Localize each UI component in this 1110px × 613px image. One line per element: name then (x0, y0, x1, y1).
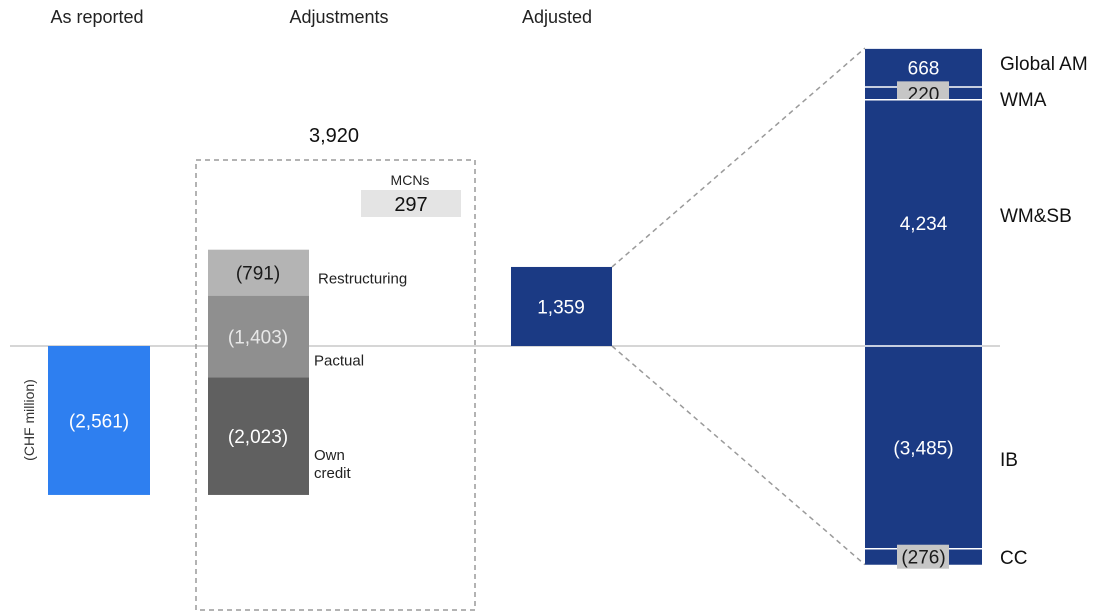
callout-segment-cc (897, 544, 949, 569)
column-title-adjusted: Adjusted (522, 7, 592, 27)
adjustments-total-label: 3,920 (309, 125, 359, 147)
bar-segment-ib (865, 346, 982, 549)
bar-adjusted (511, 266, 612, 346)
label-segment-wm-sb: 4,234 (900, 214, 948, 235)
mcn-name-label: MCNs (391, 172, 430, 188)
column-title-as-reported: As reported (50, 7, 143, 27)
name-adjustment-pactual: Pactual (314, 352, 364, 369)
mcn-value-label: 297 (394, 194, 427, 216)
chart-marks: (2,561) (791) Restructuring (1,403) Pactual (… (48, 47, 1088, 569)
bar-adjustment-pactual (208, 295, 309, 378)
label-adjusted: 1,359 (537, 297, 585, 318)
name-segment-ib: IB (1000, 450, 1018, 471)
label-segment-cc: (276) (901, 548, 945, 569)
label-segment-global-am: 668 (908, 59, 940, 80)
bar-as-reported (48, 346, 150, 495)
bar-adjustment-restructuring (208, 249, 309, 296)
column-title-adjustments: Adjustments (289, 7, 388, 27)
unit-label: (CHF million) (21, 379, 37, 461)
connector-top (611, 47, 866, 268)
bar-adjustment-own-credit (208, 377, 309, 495)
name-adjustment-restructuring: Restructuring (318, 271, 407, 288)
label-segment-ib: (3,485) (893, 438, 953, 459)
label-adjustment-pactual: (1,403) (228, 327, 288, 348)
label-adjustment-own-credit: (2,023) (228, 427, 288, 448)
mcn-box (361, 190, 461, 217)
name-segment-wma: WMA (1000, 90, 1047, 111)
name-adjustment-own-credit: Own credit (314, 447, 352, 482)
bar-segment-global-am (865, 48, 982, 87)
label-adjustment-restructuring: (791) (236, 264, 280, 285)
name-segment-cc: CC (1000, 548, 1027, 569)
connector-bottom (611, 345, 866, 566)
adjustments-bracket (195, 159, 476, 611)
name-segment-global-am: Global AM (1000, 54, 1088, 75)
name-segment-wm-sb: WM&SB (1000, 206, 1072, 227)
bar-segment-wm-sb (865, 99, 982, 347)
label-as-reported: (2,561) (69, 411, 129, 432)
